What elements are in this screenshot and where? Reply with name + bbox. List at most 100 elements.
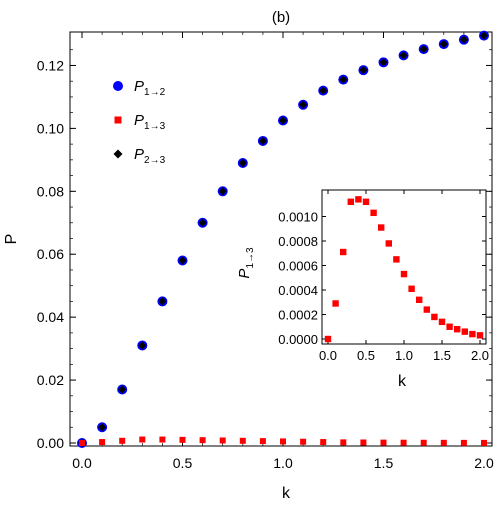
inset-p13-point [385, 240, 392, 247]
series-p13-point [400, 439, 407, 446]
legend-label-sub: 1→3 [144, 121, 166, 132]
inset-p13-point [332, 300, 339, 307]
x-tick-label: 0.0 [72, 455, 92, 471]
inset-y-tick-label: 0.0008 [278, 234, 318, 249]
series-p23-point [359, 66, 368, 75]
series-p13-point [440, 439, 447, 446]
series-p23-point [459, 35, 468, 44]
series-p23-point [339, 75, 348, 84]
series-p23-point [178, 256, 187, 265]
series-p13-point [360, 439, 367, 446]
legend-label: P2→3 [134, 146, 166, 166]
legend-label: P1→2 [134, 78, 166, 98]
inset-y-tick-label: 0.0010 [278, 210, 318, 225]
y-tick-label: 0.04 [37, 309, 64, 325]
inset-frame [321, 189, 487, 345]
legend-marker [114, 116, 122, 124]
legend-marker [113, 149, 123, 159]
inset-p13-point [370, 209, 377, 217]
inset-p13-point [347, 198, 354, 205]
inset-p13-point [431, 313, 438, 321]
x-tick-label: 2.0 [474, 455, 494, 471]
series-p13-point [280, 438, 286, 445]
inset-p13-point [476, 332, 484, 339]
series-p23-point [98, 423, 107, 432]
series-p23-point [198, 218, 207, 227]
inset-p13-point [400, 270, 408, 278]
inset-y-tick-label: 0.0004 [278, 283, 318, 298]
series-p13-point [380, 439, 387, 446]
series-p23-point [480, 31, 488, 40]
series-p13-point [259, 438, 266, 445]
inset-p13-point [362, 198, 370, 205]
inset-y-tick-label: 0.0000 [278, 332, 318, 347]
series-p13-point [420, 439, 427, 446]
inset-p13-point [469, 330, 476, 338]
inset-p13-point [416, 296, 423, 303]
series-p13-point [79, 440, 85, 446]
series-p23-point [238, 158, 247, 167]
inset-p13-point [446, 323, 453, 330]
series-p23-point [379, 58, 388, 67]
series-p13-point [300, 438, 307, 445]
inset-p13-point [454, 326, 461, 333]
series-p13-point [159, 436, 166, 443]
inset-p13-point [423, 306, 430, 313]
series-p13-point [139, 436, 146, 443]
inset-x-axis-label: k [398, 373, 407, 390]
series-p13-point [179, 436, 186, 443]
series-p13-point [239, 437, 246, 444]
series-p23-point [258, 136, 267, 145]
series-p13-point [219, 437, 226, 444]
series-p23-point [279, 116, 287, 125]
x-axis-label: k [282, 485, 291, 502]
x-tick-label: 1.0 [273, 455, 293, 471]
inset-p13-point [340, 248, 347, 256]
inset-x-tick-label: 0.0 [319, 348, 337, 363]
series-p13-point [340, 439, 347, 446]
inset-y-axis-label-sub: 1→3 [245, 247, 256, 269]
inset-y-axis-label-main: P [236, 269, 253, 279]
inset-p13-point [408, 285, 415, 292]
series-p23-point [319, 86, 328, 95]
main-plot: (b) 0.0 0.5 1.0 1.5 2.0 0.00 0.02 0.04 0.06 0.08 0.… [3, 9, 494, 502]
inset-p13-point [355, 196, 362, 203]
inset-x-tick-label: 0.5 [357, 348, 375, 363]
x-tick-label: 0.5 [173, 455, 193, 471]
series-p23-point [118, 385, 127, 394]
legend-label-sub: 1→2 [144, 87, 166, 98]
series-p23-point [299, 100, 308, 109]
main-frame [69, 31, 493, 447]
series-p23-point [419, 45, 428, 54]
main-title: (b) [272, 9, 290, 26]
legend-label-sub: 2→3 [144, 155, 166, 166]
legend-label-main: P [134, 112, 144, 129]
series-p23-point [439, 40, 448, 49]
series-p23-point [399, 51, 408, 60]
inset-y-tick-label: 0.0006 [278, 259, 318, 274]
inset-p13-point [461, 328, 468, 335]
series-p13-point [119, 437, 126, 444]
legend-marker [113, 81, 123, 91]
y-tick-label: 0.02 [37, 372, 64, 388]
inset-p13-point [438, 318, 446, 326]
inset-x-tick-label: 1.0 [395, 348, 413, 363]
inset-p13-point [324, 335, 332, 343]
legend-label-main: P [134, 146, 144, 163]
series-p23-point [218, 187, 227, 196]
inset-p13-point [393, 256, 400, 263]
inset-x-tick-label: 1.5 [433, 348, 451, 363]
legend: P1→2P1→3P2→3 [113, 78, 166, 166]
series-p13-point [199, 437, 206, 444]
legend-label-main: P [134, 78, 144, 95]
series-p13-point [320, 439, 327, 446]
y-tick-label: 0.10 [37, 120, 64, 136]
legend-label: P1→3 [134, 112, 166, 132]
y-axis-label: P [3, 234, 20, 245]
y-tick-label: 0.08 [37, 183, 64, 199]
series-p13-point [460, 439, 467, 446]
y-tick-label: 0.00 [37, 435, 64, 451]
inset-plot: 0.0 0.5 1.0 1.5 2.0 0.0000 0.0002 0.0004 0.0006 0… [236, 189, 489, 390]
inset-y-axis-label: P1→3 [236, 247, 256, 279]
